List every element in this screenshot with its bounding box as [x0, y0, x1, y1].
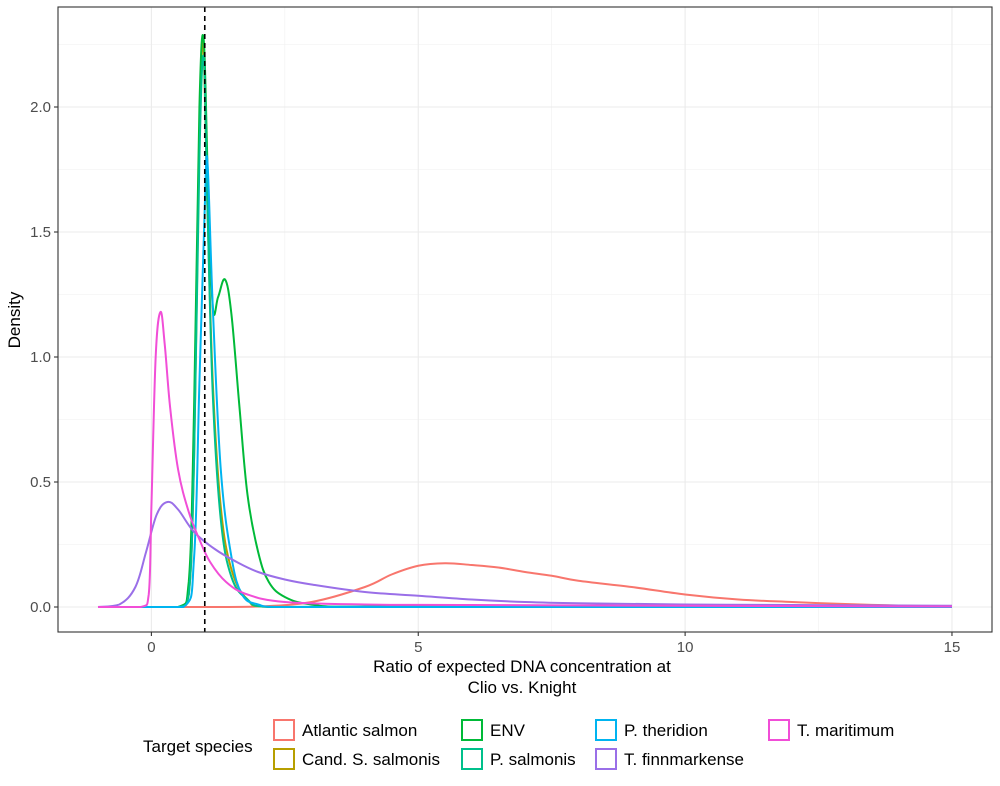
legend-key-p-theridion [595, 719, 617, 741]
legend-key-cand-s-salmonis [273, 748, 295, 770]
legend-item-p-theridion: P. theridion [595, 719, 708, 741]
y-axis-title: Density [5, 291, 24, 348]
legend-key-env [461, 719, 483, 741]
y-tick-label: 2.0 [30, 99, 51, 116]
y-tick-label: 1.0 [30, 349, 51, 366]
grid-major [58, 7, 992, 632]
legend-item-env: ENV [461, 719, 526, 741]
x-axis-title-line-2: Clio vs. Knight [468, 678, 577, 697]
grid-minor [58, 7, 992, 632]
legend-item-t-maritimum: T. maritimum [768, 719, 894, 741]
x-axis-ticks: 0 5 10 15 [147, 632, 960, 656]
x-tick-label: 0 [147, 639, 155, 656]
legend-items: Atlantic salmon Cand. S. salmonis ENV P. sa… [273, 719, 894, 770]
y-tick-label: 1.5 [30, 224, 51, 241]
legend: Target species Atlantic salmon Cand. S. s… [143, 719, 894, 770]
legend-label-p-theridion: P. theridion [624, 721, 708, 740]
x-tick-label: 5 [414, 639, 422, 656]
legend-label-cand-s-salmonis: Cand. S. salmonis [302, 750, 440, 769]
panel-border [57, 6, 993, 633]
legend-item-atlantic-salmon: Atlantic salmon [273, 719, 417, 741]
y-tick-label: 0.5 [30, 474, 51, 491]
legend-label-t-finnmarkense: T. finnmarkense [624, 750, 744, 769]
legend-key-p-salmonis [461, 748, 483, 770]
legend-item-t-finnmarkense: T. finnmarkense [595, 748, 744, 770]
x-tick-label: 10 [677, 639, 694, 656]
legend-key-atlantic-salmon [273, 719, 295, 741]
legend-key-t-finnmarkense [595, 748, 617, 770]
x-tick-label: 15 [944, 639, 961, 656]
series-line-t-maritimum [98, 310, 952, 608]
legend-label-env: ENV [490, 721, 526, 740]
y-axis-ticks: 0.0 0.5 1.0 1.5 2.0 [30, 99, 58, 616]
series-line-p-theridion [98, 154, 952, 609]
legend-label-t-maritimum: T. maritimum [797, 721, 894, 740]
legend-item-p-salmonis: P. salmonis [461, 748, 576, 770]
legend-label-p-salmonis: P. salmonis [490, 750, 576, 769]
legend-key-t-maritimum [768, 719, 790, 741]
y-tick-label: 0.0 [30, 599, 51, 616]
x-axis-title-line-1: Ratio of expected DNA concentration at [373, 657, 671, 676]
legend-title: Target species [143, 737, 253, 756]
legend-item-cand-s-salmonis: Cand. S. salmonis [273, 748, 440, 770]
density-curves [97, 33, 952, 609]
legend-label-atlantic-salmon: Atlantic salmon [302, 721, 417, 740]
